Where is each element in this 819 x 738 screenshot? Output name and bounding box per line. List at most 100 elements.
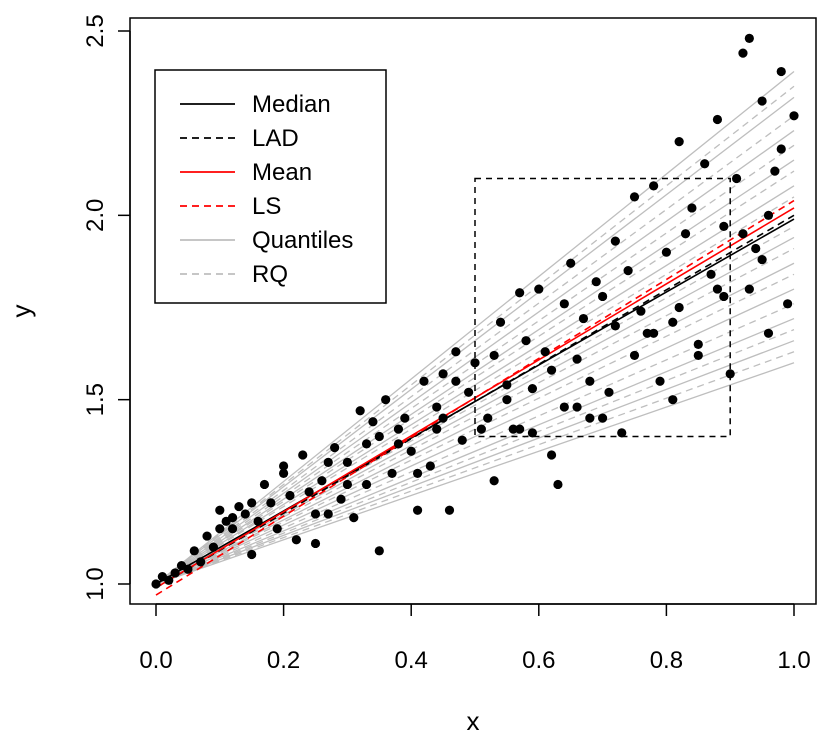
data-point xyxy=(502,380,512,390)
data-point xyxy=(706,269,716,279)
data-point xyxy=(629,350,640,361)
legend-label: LS xyxy=(252,193,281,220)
data-point xyxy=(719,291,729,302)
data-point xyxy=(712,114,723,125)
y-tick-label: 1.5 xyxy=(82,383,109,416)
data-point xyxy=(649,328,659,338)
data-point xyxy=(272,524,282,534)
data-point xyxy=(247,498,257,508)
data-point xyxy=(649,181,659,191)
data-point xyxy=(712,284,723,294)
data-point xyxy=(457,435,467,445)
y-tick-label: 2.0 xyxy=(82,199,109,232)
data-point xyxy=(623,266,633,276)
legend-label: Median xyxy=(252,91,331,118)
data-point xyxy=(546,450,557,460)
data-point xyxy=(642,328,652,338)
data-point xyxy=(330,442,340,453)
data-point xyxy=(610,321,620,331)
data-point xyxy=(393,424,404,434)
legend-label: Quantiles xyxy=(252,227,353,254)
legend-label: LAD xyxy=(252,125,299,152)
x-tick-label: 0.0 xyxy=(139,647,172,674)
data-point xyxy=(789,111,799,121)
quantile-line xyxy=(155,185,795,585)
x-tick-label: 1.0 xyxy=(777,647,810,674)
quantile-line xyxy=(155,71,795,585)
data-point xyxy=(546,365,557,375)
data-point xyxy=(387,468,397,478)
data-point xyxy=(234,501,244,512)
data-point xyxy=(757,254,767,265)
data-point xyxy=(700,159,710,169)
data-point xyxy=(763,210,774,220)
data-point xyxy=(489,350,499,361)
data-point xyxy=(783,299,793,309)
data-point xyxy=(323,457,333,467)
data-point xyxy=(744,284,754,294)
data-point xyxy=(444,505,455,515)
data-point xyxy=(674,137,684,147)
data-point xyxy=(591,277,601,287)
data-point xyxy=(406,446,416,456)
y-axis: 1.0 1.5 2.0 2.5 xyxy=(82,14,131,601)
data-point xyxy=(438,413,448,423)
data-point xyxy=(310,509,321,519)
data-point xyxy=(393,439,404,449)
quantile-line xyxy=(155,317,795,585)
y-tick-label: 2.5 xyxy=(82,14,109,47)
data-point xyxy=(521,336,531,346)
data-point xyxy=(381,395,391,405)
data-point xyxy=(687,203,697,213)
lad-line xyxy=(155,214,795,589)
data-point xyxy=(738,229,748,239)
legend-box xyxy=(154,69,387,304)
data-point xyxy=(527,428,538,438)
data-point xyxy=(464,387,474,397)
data-point xyxy=(578,313,589,324)
data-point xyxy=(693,350,703,361)
data-point xyxy=(196,557,206,567)
data-point xyxy=(451,376,461,386)
data-point xyxy=(285,490,295,501)
data-point xyxy=(770,166,780,176)
rq-line xyxy=(155,303,795,585)
data-point xyxy=(253,516,263,526)
data-point xyxy=(151,579,161,589)
x-axis: 0.0 0.2 0.4 0.6 0.8 1.0 xyxy=(139,603,811,674)
data-point xyxy=(412,505,423,515)
data-point xyxy=(604,387,614,397)
data-point xyxy=(291,535,301,545)
data-point xyxy=(751,243,761,254)
data-point xyxy=(572,354,582,364)
data-point xyxy=(566,258,576,268)
data-point xyxy=(368,417,378,427)
data-point xyxy=(674,302,684,313)
data-point xyxy=(585,376,595,386)
data-point xyxy=(508,424,518,434)
data-point xyxy=(527,384,538,394)
legend: Median LAD Mean LS Quantiles RQ xyxy=(154,69,387,304)
data-point xyxy=(298,450,308,460)
x-tick-label: 0.4 xyxy=(395,647,428,674)
data-point xyxy=(227,524,238,534)
quantile-line xyxy=(155,362,795,585)
data-point xyxy=(617,428,627,438)
data-point xyxy=(661,247,672,257)
data-point xyxy=(361,439,372,449)
x-tick-label: 0.2 xyxy=(267,647,300,674)
data-point xyxy=(259,479,270,490)
data-point xyxy=(540,347,550,357)
data-point xyxy=(279,468,289,478)
rq-line xyxy=(155,170,795,585)
data-point xyxy=(247,549,257,560)
data-point xyxy=(349,513,359,523)
data-point xyxy=(763,328,774,338)
data-point xyxy=(323,509,333,519)
data-point xyxy=(585,413,595,423)
data-point xyxy=(489,476,499,486)
data-point xyxy=(451,347,461,357)
y-tick-label: 1.0 xyxy=(82,567,109,600)
data-point xyxy=(183,564,193,574)
